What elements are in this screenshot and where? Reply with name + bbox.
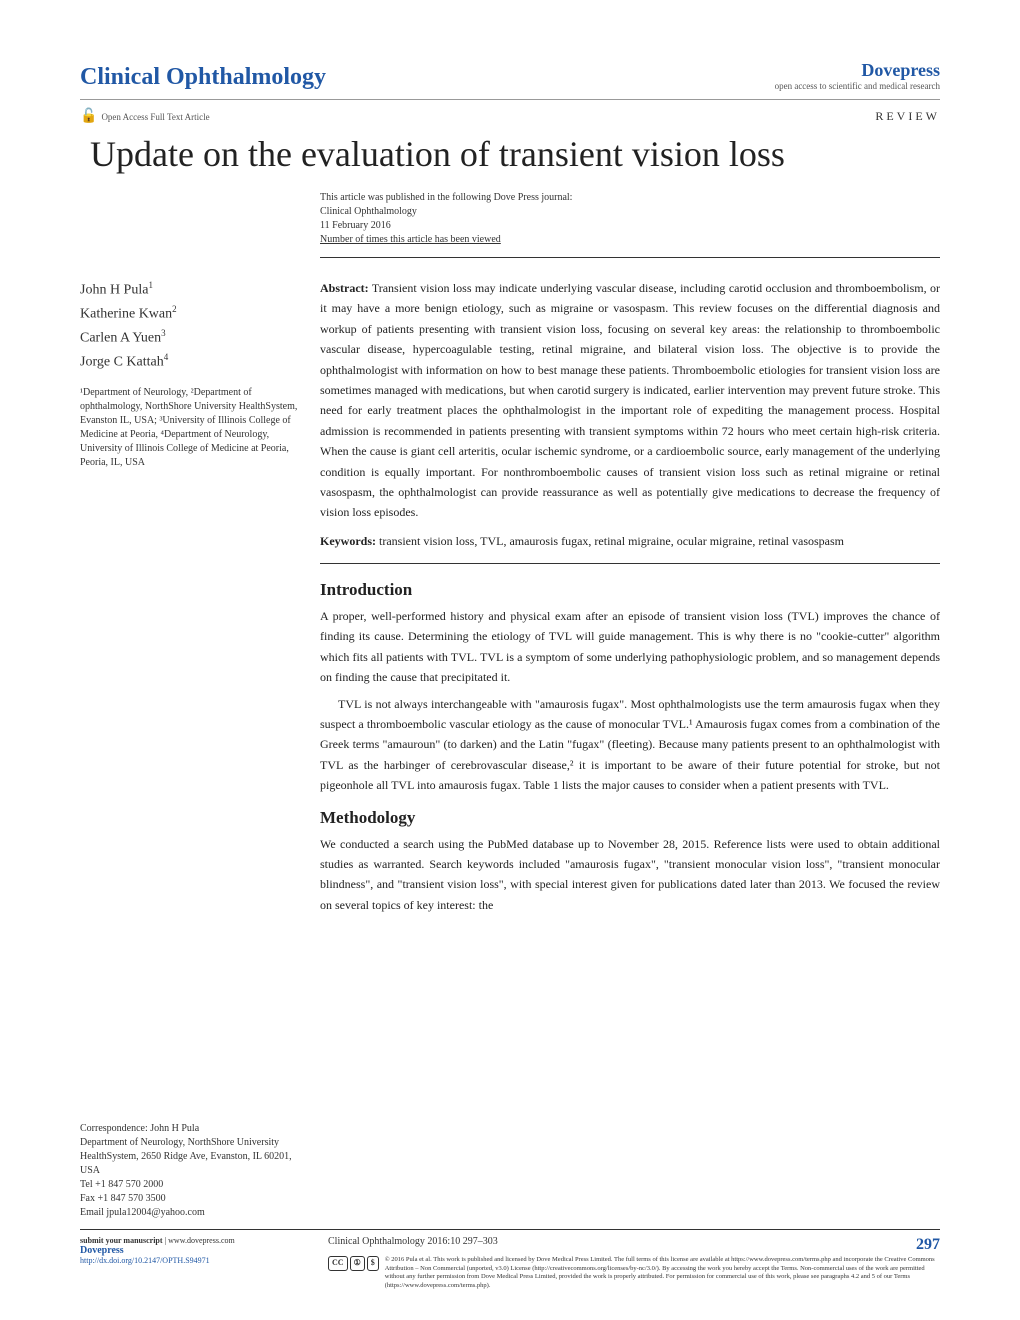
open-access-badge[interactable]: 🔓 Open Access Full Text Article bbox=[80, 108, 210, 125]
nc-icon: $ bbox=[367, 1256, 379, 1270]
submit-manuscript-link[interactable]: submit your manuscript | www.dovepress.c… bbox=[80, 1236, 320, 1245]
page-header: Clinical Ophthalmology Dovepress open ac… bbox=[80, 60, 940, 100]
keywords-label: Keywords: bbox=[320, 534, 376, 548]
pub-info-line: This article was published in the follow… bbox=[320, 191, 940, 205]
correspondence-fax: Fax +1 847 570 3500 bbox=[80, 1192, 300, 1206]
pub-date: 11 February 2016 bbox=[320, 219, 940, 233]
paragraph: TVL is not always interchangeable with "… bbox=[320, 694, 940, 796]
paragraph: We conducted a search using the PubMed d… bbox=[320, 834, 940, 916]
keywords-line: Keywords: transient vision loss, TVL, am… bbox=[320, 531, 940, 551]
by-icon: ① bbox=[350, 1256, 365, 1270]
article-title: Update on the evaluation of transient vi… bbox=[80, 133, 940, 175]
open-access-label: Open Access Full Text Article bbox=[101, 112, 209, 122]
abstract-block: Abstract: Transient vision loss may indi… bbox=[320, 278, 940, 564]
keywords-text: transient vision loss, TVL, amaurosis fu… bbox=[376, 534, 844, 548]
section-heading-intro: Introduction bbox=[320, 580, 940, 600]
publication-info: This article was published in the follow… bbox=[320, 191, 940, 258]
doi-link[interactable]: http://dx.doi.org/10.2147/OPTH.S94971 bbox=[80, 1256, 320, 1265]
author-item: Katherine Kwan2 bbox=[80, 302, 300, 326]
author-item: Carlen A Yuen3 bbox=[80, 326, 300, 350]
paragraph: A proper, well-performed history and phy… bbox=[320, 606, 940, 688]
author-item: John H Pula1 bbox=[80, 278, 300, 302]
article-type: REVIEW bbox=[875, 109, 940, 124]
correspondence-address: Department of Neurology, NorthShore Univ… bbox=[80, 1136, 300, 1178]
pub-journal: Clinical Ophthalmology bbox=[320, 205, 940, 219]
intro-body: A proper, well-performed history and phy… bbox=[320, 606, 940, 796]
abstract-text: Transient vision loss may indicate under… bbox=[320, 281, 940, 519]
footer-left: submit your manuscript | www.dovepress.c… bbox=[80, 1236, 320, 1290]
methodology-body: We conducted a search using the PubMed d… bbox=[320, 834, 940, 916]
page-footer: submit your manuscript | www.dovepress.c… bbox=[80, 1229, 940, 1290]
correspondence-email: Email jpula12004@yahoo.com bbox=[80, 1206, 300, 1220]
journal-name: Clinical Ophthalmology bbox=[80, 64, 326, 91]
author-list: John H Pula1 Katherine Kwan2 Carlen A Yu… bbox=[80, 278, 300, 374]
correspondence-tel: Tel +1 847 570 2000 bbox=[80, 1178, 300, 1192]
license-text: © 2016 Pula et al. This work is publishe… bbox=[385, 1256, 940, 1290]
abstract-label: Abstract: bbox=[320, 281, 369, 295]
open-access-icon: 🔓 bbox=[80, 108, 97, 125]
publisher-tagline: open access to scientific and medical re… bbox=[775, 81, 940, 91]
cc-icons: CC ① $ bbox=[328, 1256, 379, 1290]
page-number: 297 bbox=[916, 1236, 940, 1254]
views-link[interactable]: Number of times this article has been vi… bbox=[320, 233, 940, 247]
affiliations: ¹Department of Neurology, ²Department of… bbox=[80, 386, 300, 470]
access-row: 🔓 Open Access Full Text Article REVIEW bbox=[80, 108, 940, 125]
content-column: Abstract: Transient vision loss may indi… bbox=[320, 278, 940, 921]
cc-icon: CC bbox=[328, 1256, 348, 1270]
license-block: CC ① $ © 2016 Pula et al. This work is p… bbox=[328, 1256, 940, 1290]
section-heading-methodology: Methodology bbox=[320, 808, 940, 828]
publisher-block: Dovepress open access to scientific and … bbox=[775, 60, 940, 91]
author-item: Jorge C Kattah4 bbox=[80, 350, 300, 374]
footer-brand-link[interactable]: Dovepress bbox=[80, 1245, 320, 1256]
correspondence-block: Correspondence: John H Pula Department o… bbox=[80, 1122, 300, 1220]
sidebar-column: John H Pula1 Katherine Kwan2 Carlen A Yu… bbox=[80, 278, 300, 921]
citation: Clinical Ophthalmology 2016:10 297–303 bbox=[328, 1236, 498, 1254]
correspondence-name: Correspondence: John H Pula bbox=[80, 1122, 300, 1136]
footer-center: Clinical Ophthalmology 2016:10 297–303 2… bbox=[320, 1236, 940, 1290]
publisher-brand[interactable]: Dovepress bbox=[775, 60, 940, 81]
main-columns: John H Pula1 Katherine Kwan2 Carlen A Yu… bbox=[80, 278, 940, 921]
